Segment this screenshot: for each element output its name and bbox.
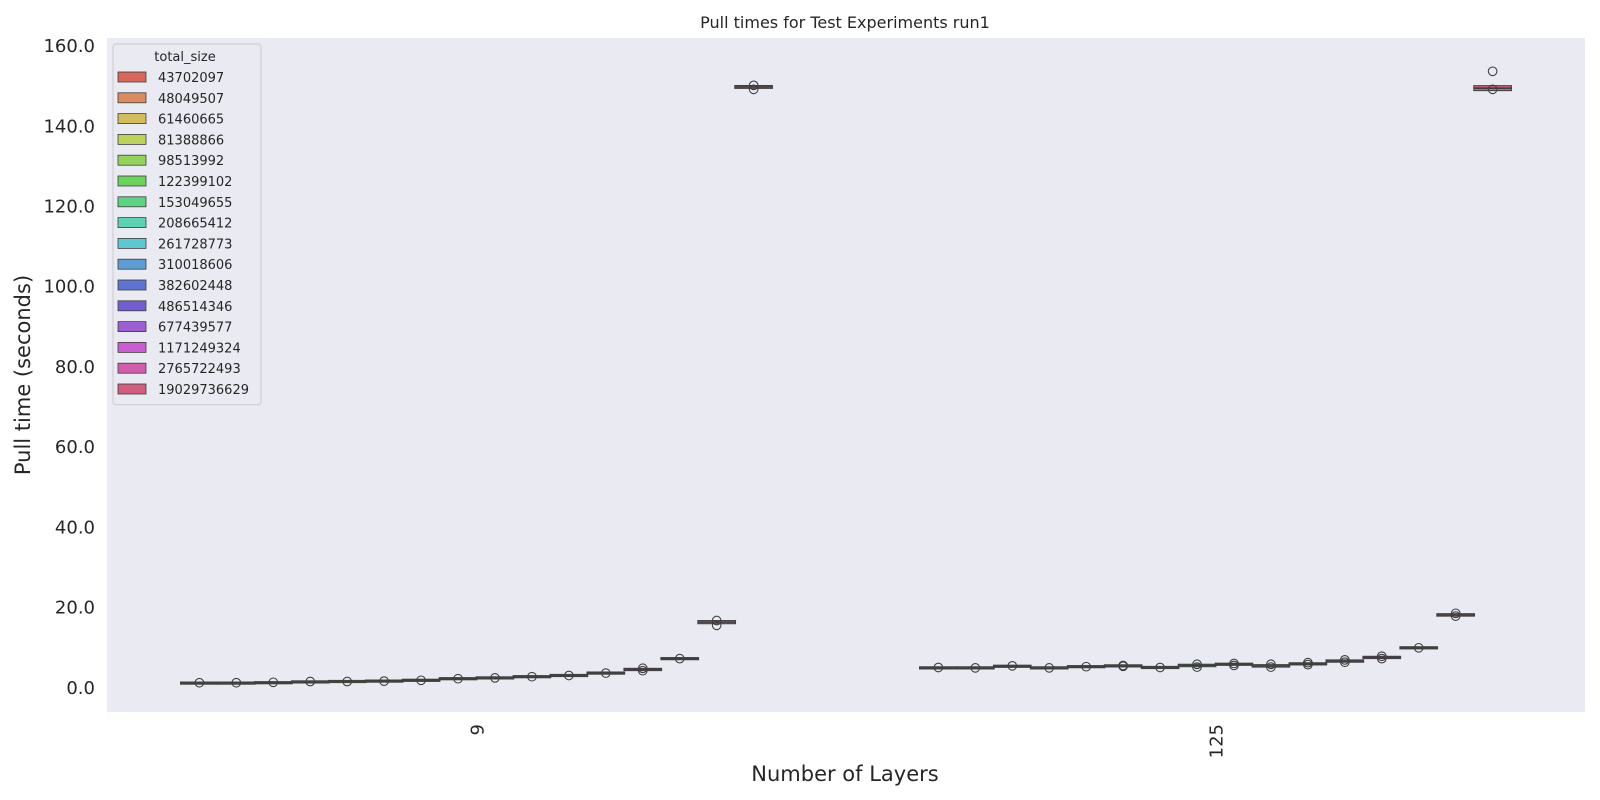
outlier-point [379, 676, 389, 686]
legend-swatch [117, 300, 147, 312]
x-axis: 9 125 [468, 724, 1228, 758]
outlier-point [970, 663, 981, 673]
legend-swatch [117, 196, 147, 208]
y-tick-label: 120.0 [43, 197, 95, 218]
legend-entry-label: 2765722493 [158, 362, 241, 377]
legend-entry-label: 153049655 [158, 196, 232, 211]
legend-swatch [117, 113, 147, 124]
legend-entry-label: 81388866 [158, 133, 224, 148]
legend-swatch [117, 133, 147, 145]
outlier-point [1303, 657, 1313, 668]
outlier-point [342, 676, 353, 687]
outlier-point [1450, 608, 1461, 619]
y-tick-label: 40.0 [55, 517, 95, 538]
outlier-point [1339, 654, 1350, 665]
legend-swatch [117, 258, 147, 270]
outlier-point [1192, 659, 1202, 670]
legend-title: total_size [154, 50, 215, 65]
outlier-point [1487, 66, 1498, 77]
y-tick-label: 140.0 [43, 116, 95, 137]
outlier-point [1118, 660, 1128, 671]
y-tick-label: 160.0 [43, 36, 95, 57]
legend-entry-label: 61460665 [158, 113, 224, 128]
outlier-point [490, 673, 500, 683]
plot-area [107, 38, 1585, 712]
outlier-point [748, 84, 759, 95]
outlier-point [637, 663, 648, 674]
outlier-point [1155, 662, 1165, 673]
y-tick-label: 60.0 [55, 437, 95, 458]
outlier-point [1413, 642, 1424, 653]
outlier-point [1487, 84, 1498, 95]
outlier-point [1007, 661, 1018, 671]
legend-entry-label: 382602448 [158, 279, 232, 294]
outlier-point [1229, 658, 1239, 669]
y-axis: 0.0 20.0 40.0 60.0 80.0 100.0 120.0 140.0 160.0 [43, 36, 95, 699]
outlier-point [268, 677, 279, 688]
y-tick-label: 20.0 [55, 598, 95, 619]
legend-entry-label: 486514346 [158, 300, 232, 315]
legend-entry-label: 43702097 [158, 71, 224, 86]
y-axis-label: Pull time (seconds) [11, 275, 35, 475]
y-tick-label: 100.0 [43, 277, 95, 298]
outlier-point [564, 670, 574, 681]
outlier-point [305, 676, 316, 687]
y-tick-label: 80.0 [55, 357, 95, 378]
x-axis-label: Number of Layers [751, 762, 938, 786]
legend-entry-label: 677439577 [158, 321, 232, 336]
outlier-point [600, 668, 611, 678]
legend-swatch [117, 341, 147, 353]
legend-entry-label: 122399102 [158, 175, 232, 190]
outlier-point [711, 615, 722, 626]
outlier-point [1081, 661, 1092, 672]
box-group [180, 66, 1512, 688]
outlier-point [933, 662, 944, 673]
outlier-point [194, 677, 205, 688]
outlier-point [1266, 662, 1276, 672]
legend-entry-label: 19029736629 [158, 383, 249, 398]
legend-entry-label: 208665412 [158, 217, 232, 232]
legend-entry-label: 1171249324 [158, 341, 241, 356]
outlier-point [1266, 659, 1276, 670]
outlier-point [453, 673, 463, 684]
outlier-point [1339, 657, 1350, 668]
legend-swatch [117, 175, 147, 187]
legend-entry-label: 48049507 [158, 92, 224, 107]
legend-swatch [117, 362, 147, 374]
outlier-point [1192, 662, 1202, 672]
legend-swatch [117, 217, 147, 229]
chart-title: Pull times for Test Experiments run1 [700, 13, 990, 32]
legend-swatch [117, 279, 147, 291]
legend-swatch [117, 383, 147, 395]
outlier-point [711, 620, 722, 631]
legend-swatch [117, 237, 147, 249]
outlier-point [1450, 611, 1461, 621]
outlier-point [416, 675, 426, 686]
outlier-point [1376, 653, 1387, 664]
outlier-point [1044, 663, 1055, 673]
legend-entry-label: 98513992 [158, 154, 224, 169]
legend[interactable]: total_size 43702097 48049507 61460665 813888… [112, 43, 262, 406]
x-tick-label: 9 [468, 724, 489, 735]
legend-swatch [117, 154, 147, 166]
legend-entry-label: 261728773 [158, 237, 232, 252]
x-tick-label: 125 [1207, 724, 1228, 758]
outlier-point [1376, 651, 1387, 662]
legend-entry-label: 310018606 [158, 258, 232, 273]
outlier-point [748, 80, 759, 91]
legend-swatch [117, 321, 147, 333]
legend-swatch [117, 71, 147, 83]
legend-swatch [117, 92, 147, 104]
outlier-point [231, 677, 242, 688]
legend-box [112, 43, 262, 406]
outlier-point [527, 671, 537, 682]
y-tick-label: 0.0 [66, 678, 95, 699]
outlier-point [674, 653, 685, 664]
outlier-point [637, 665, 648, 676]
